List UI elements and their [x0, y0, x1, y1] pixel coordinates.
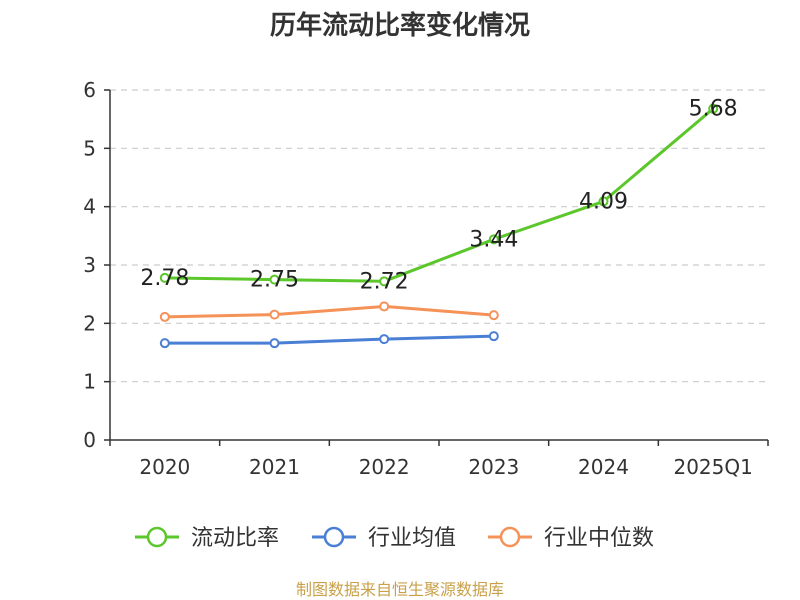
- x-tick-label: 2025Q1: [673, 455, 752, 479]
- x-tick-label: 2021: [249, 455, 300, 479]
- legend-item[interactable]: 行业中位数: [488, 526, 654, 551]
- data-point: [708, 103, 719, 114]
- data-point: [159, 311, 170, 322]
- legend-label: 行业中位数: [544, 526, 654, 551]
- legend-item[interactable]: 行业均值: [312, 526, 456, 551]
- legend[interactable]: 流动比率 行业均值 行业中位数: [135, 526, 654, 551]
- y-tick-label: 0: [83, 428, 96, 452]
- data-point: [159, 272, 170, 283]
- x-tick-label: 2024: [578, 455, 629, 479]
- x-tick-label: 2023: [468, 455, 519, 479]
- data-label: 4.09: [579, 189, 628, 214]
- data-label: 3.44: [469, 227, 518, 252]
- data-point: [269, 309, 280, 320]
- data-label: 2.75: [250, 268, 299, 293]
- data-point: [379, 276, 390, 287]
- legend-marker: [323, 526, 345, 548]
- legend-label: 行业均值: [368, 526, 456, 551]
- axes: 0 1 2 3 4 5 6 2020 2021 2022 2023 2024 2025Q1: [83, 78, 769, 479]
- y-tick-label: 5: [83, 136, 96, 160]
- data-point: [488, 310, 499, 321]
- legend-marker: [146, 526, 168, 548]
- data-point: [269, 338, 280, 349]
- data-point: [159, 338, 170, 349]
- chart-title: 历年流动比率变化情况: [270, 10, 530, 41]
- legend-marker: [499, 526, 521, 548]
- y-tick-label: 3: [83, 253, 96, 277]
- data-label: 2.72: [360, 269, 409, 294]
- series-layer: [159, 103, 719, 349]
- legend-item[interactable]: 流动比率: [135, 526, 279, 551]
- data-label: 5.68: [689, 97, 738, 122]
- data-point: [488, 234, 499, 245]
- y-tick-label: 1: [83, 370, 96, 394]
- data-labels: 2.78 2.75 2.72 3.44 4.09 5.68: [140, 97, 737, 295]
- y-tick-label: 4: [83, 195, 96, 219]
- data-point: [269, 274, 280, 285]
- data-point: [598, 196, 609, 207]
- x-tick-label: 2020: [139, 455, 190, 479]
- legend-label: 流动比率: [191, 526, 279, 551]
- source-note: 制图数据来自恒生聚源数据库: [296, 580, 504, 599]
- y-tick-label: 2: [83, 311, 96, 335]
- series-line: [164, 107, 715, 283]
- series-line: [164, 304, 494, 319]
- y-tick-label: 6: [83, 78, 96, 102]
- data-label: 2.78: [140, 266, 189, 291]
- data-point: [379, 334, 390, 345]
- x-tick-label: 2022: [359, 455, 410, 479]
- series-line: [164, 334, 494, 345]
- data-point: [488, 331, 499, 342]
- data-point: [379, 301, 390, 312]
